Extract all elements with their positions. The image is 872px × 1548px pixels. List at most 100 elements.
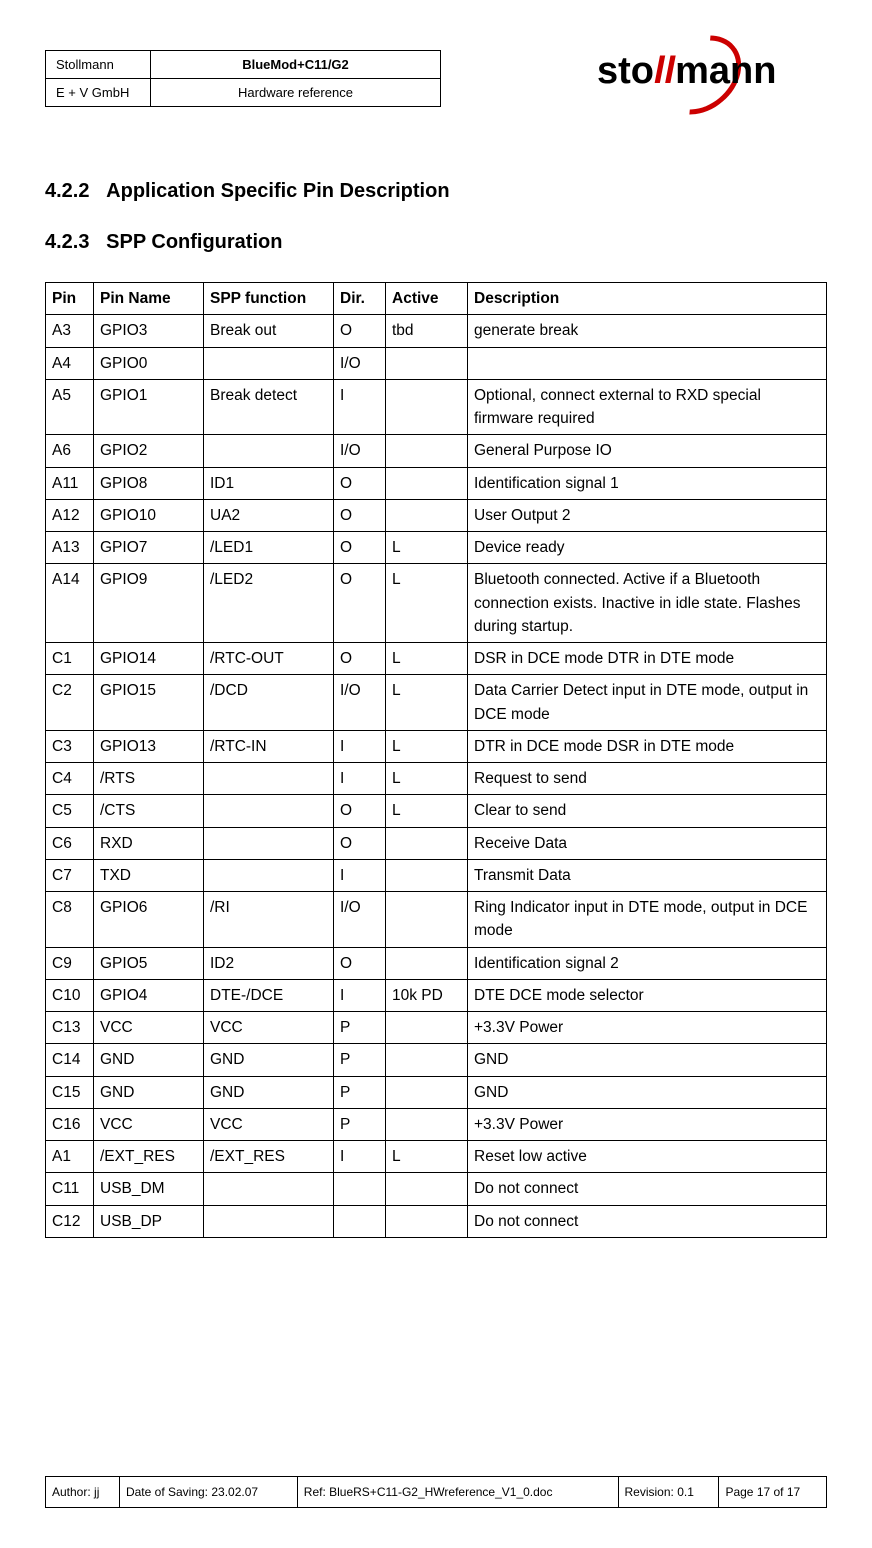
table-row: C16VCCVCCP+3.3V Power [46,1108,827,1140]
footer-author: Author: jj [46,1477,120,1508]
table-cell: C12 [46,1205,94,1237]
table-cell [204,1205,334,1237]
table-cell: GPIO15 [94,675,204,731]
table-cell: /DCD [204,675,334,731]
table-cell: Clear to send [468,795,827,827]
table-cell [386,1173,468,1205]
table-cell: Identification signal 1 [468,467,827,499]
header-doctype: Hardware reference [151,79,441,107]
header-company2: E + V GmbH [46,79,151,107]
table-cell: GND [204,1044,334,1076]
table-cell: Receive Data [468,827,827,859]
table-cell: GPIO10 [94,499,204,531]
section2-number: 4.2.3 [45,231,89,253]
footer-table: Author: jj Date of Saving: 23.02.07 Ref:… [45,1476,827,1508]
table-cell: /LED1 [204,532,334,564]
logo-part2: ll [654,50,675,92]
table-cell: /LED2 [204,564,334,643]
table-cell: I [334,1141,386,1173]
table-cell: L [386,675,468,731]
table-cell [334,1173,386,1205]
table-cell [386,947,468,979]
table-cell: A6 [46,435,94,467]
table-row: A5GPIO1Break detectIOptional, connect ex… [46,379,827,435]
table-cell [386,892,468,948]
table-cell: generate break [468,315,827,347]
table-cell: A13 [46,532,94,564]
table-cell: /EXT_RES [204,1141,334,1173]
table-cell: DSR in DCE mode DTR in DTE mode [468,643,827,675]
section1-number: 4.2.2 [45,180,89,202]
table-cell [334,1205,386,1237]
table-cell: RXD [94,827,204,859]
table-cell: I [334,763,386,795]
table-cell: User Output 2 [468,499,827,531]
table-row: C15GNDGNDPGND [46,1076,827,1108]
section2-title: SPP Configuration [106,231,282,253]
table-row: C4/RTSILRequest to send [46,763,827,795]
table-cell [468,347,827,379]
table-cell: C15 [46,1076,94,1108]
table-cell: GPIO7 [94,532,204,564]
table-cell: L [386,1141,468,1173]
table-cell: USB_DP [94,1205,204,1237]
footer-page: Page 17 of 17 [719,1477,827,1508]
table-cell: A12 [46,499,94,531]
th-active: Active [386,283,468,315]
table-cell: A5 [46,379,94,435]
table-cell: I [334,859,386,891]
table-row: C14GNDGNDPGND [46,1044,827,1076]
table-cell: I/O [334,435,386,467]
footer-date: Date of Saving: 23.02.07 [119,1477,297,1508]
table-cell: Do not connect [468,1173,827,1205]
pin-table: Pin Pin Name SPP function Dir. Active De… [45,282,827,1238]
table-cell [204,763,334,795]
table-cell: I [334,979,386,1011]
table-cell: VCC [94,1108,204,1140]
table-cell: GPIO2 [94,435,204,467]
table-cell [204,795,334,827]
table-cell: L [386,564,468,643]
table-cell: VCC [204,1012,334,1044]
header-table: Stollmann BlueMod+C11/G2 E + V GmbH Hard… [45,50,441,107]
table-cell: GPIO4 [94,979,204,1011]
table-cell: VCC [94,1012,204,1044]
table-cell: C8 [46,892,94,948]
table-cell: Identification signal 2 [468,947,827,979]
table-cell: O [334,532,386,564]
table-row: C6RXDOReceive Data [46,827,827,859]
table-cell: VCC [204,1108,334,1140]
table-cell: P [334,1076,386,1108]
th-function: SPP function [204,283,334,315]
table-cell: C7 [46,859,94,891]
table-cell [386,1076,468,1108]
section-heading-2: 4.2.3 SPP Configuration [45,231,827,254]
table-cell: GPIO8 [94,467,204,499]
table-cell: C5 [46,795,94,827]
table-cell: C10 [46,979,94,1011]
table-cell: P [334,1012,386,1044]
table-cell: GPIO1 [94,379,204,435]
table-cell [204,859,334,891]
table-row: A4GPIO0I/O [46,347,827,379]
table-cell: A4 [46,347,94,379]
table-cell: O [334,643,386,675]
table-cell: A1 [46,1141,94,1173]
table-cell [386,347,468,379]
table-row: A1/EXT_RES/EXT_RESILReset low active [46,1141,827,1173]
table-cell: O [334,795,386,827]
table-cell: USB_DM [94,1173,204,1205]
table-row: C1GPIO14/RTC-OUTOLDSR in DCE mode DTR in… [46,643,827,675]
table-cell: C9 [46,947,94,979]
logo-part3: mann [675,50,776,92]
th-pinname: Pin Name [94,283,204,315]
table-cell: DTE-/DCE [204,979,334,1011]
table-cell: GPIO13 [94,730,204,762]
footer-revision: Revision: 0.1 [618,1477,719,1508]
table-cell: O [334,499,386,531]
table-cell: I [334,379,386,435]
table-cell: A11 [46,467,94,499]
table-cell: ID1 [204,467,334,499]
table-cell: GND [94,1044,204,1076]
table-cell: GND [468,1076,827,1108]
